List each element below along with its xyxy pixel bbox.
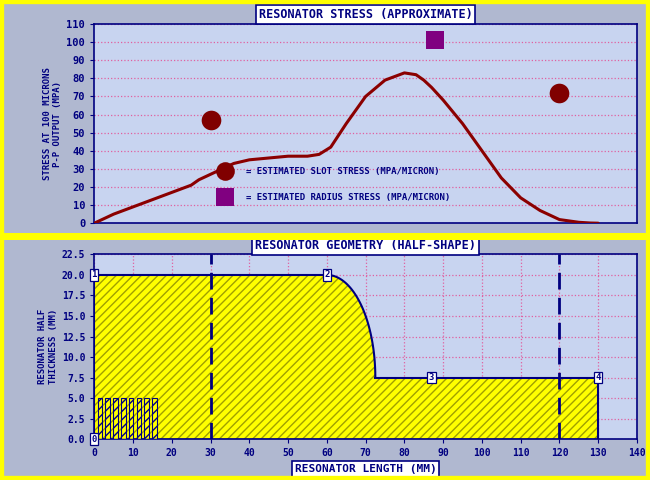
Point (90, 219, 100, 227)
Text: = ESTIMATED RADIUS STRESS (MPA/MICRON): = ESTIMATED RADIUS STRESS (MPA/MICRON) (246, 193, 450, 202)
Title: RESONATOR STRESS (APPROXIMATE): RESONATOR STRESS (APPROXIMATE) (259, 9, 473, 22)
Text: 2: 2 (324, 270, 330, 279)
Point (430, 36, 441, 44)
Bar (105, 398, 110, 439)
Y-axis label: RESONATOR HALF
THICKNESS (MM): RESONATOR HALF THICKNESS (MM) (38, 309, 58, 384)
Y-axis label: STRESS AT 100 MICRONS
P-P OUTPUT (MPA): STRESS AT 100 MICRONS P-P OUTPUT (MPA) (43, 67, 62, 180)
Text: 3: 3 (429, 373, 434, 382)
Bar (129, 398, 133, 439)
Bar (152, 398, 157, 439)
Point (205, 116, 216, 124)
Point (554, 89, 565, 96)
Bar (136, 398, 141, 439)
Text: = ESTIMATED SLOT STRESS (MPA/MICRON): = ESTIMATED SLOT STRESS (MPA/MICRON) (246, 167, 439, 176)
Polygon shape (94, 275, 598, 439)
X-axis label: RESONATOR LENGTH (MM): RESONATOR LENGTH (MM) (294, 464, 437, 474)
Bar (121, 398, 125, 439)
Bar (144, 398, 149, 439)
Text: 1: 1 (92, 270, 97, 279)
Title: RESONATOR GEOMETRY (HALF-SHAPE): RESONATOR GEOMETRY (HALF-SHAPE) (255, 239, 476, 252)
Bar (113, 398, 118, 439)
Bar (98, 398, 103, 439)
Text: 4: 4 (595, 373, 601, 382)
Text: 0: 0 (92, 435, 97, 444)
Point (90, 219, 100, 227)
